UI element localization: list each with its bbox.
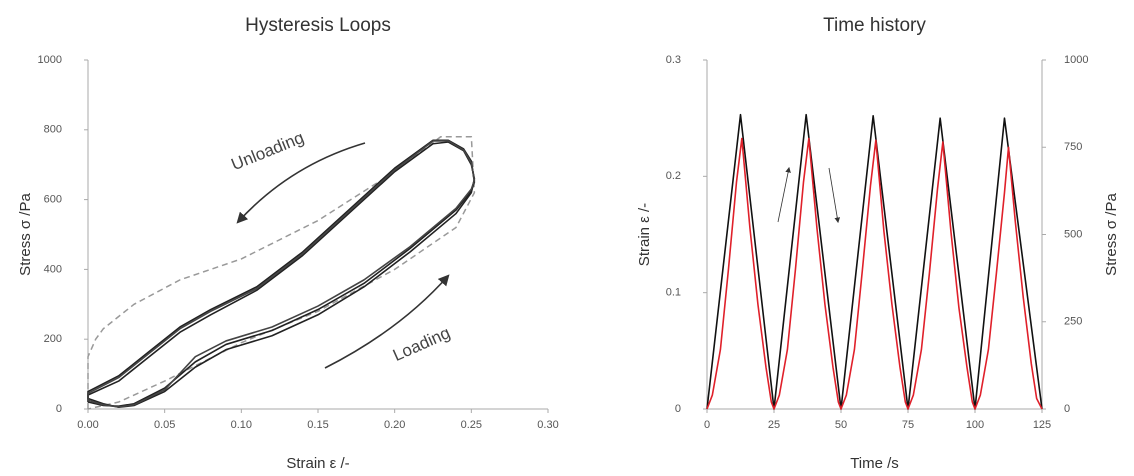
y-axis-label: Stress σ /Pa	[17, 193, 34, 276]
y-tick-label: 400	[44, 263, 62, 275]
y-tick-label: 1000	[38, 54, 62, 66]
y2-tick-label: 0	[1064, 403, 1070, 415]
x-axis-label: Strain ε /-	[286, 455, 349, 472]
series-line	[87, 139, 476, 408]
y2-axis-label: Stress σ /Pa	[1103, 193, 1120, 276]
series-line	[706, 137, 1043, 410]
arrow	[777, 166, 791, 223]
y-tick-label: 0.2	[666, 170, 681, 182]
x-tick-label: 0.25	[461, 419, 482, 431]
x-tick-label: 0	[704, 419, 710, 431]
x-tick-label: 25	[768, 419, 780, 431]
x-tick-label: 0.15	[307, 419, 328, 431]
chart-title: Time history	[823, 15, 926, 36]
x-tick-label: 50	[835, 419, 847, 431]
x-tick-label: 75	[902, 419, 914, 431]
x-tick-label: 125	[1033, 419, 1051, 431]
x-tick-label: 0.00	[77, 419, 98, 431]
y-tick-label: 0	[675, 403, 681, 415]
annotation: Unloading	[229, 128, 307, 174]
series-line	[706, 113, 1043, 410]
y2-tick-label: 1000	[1064, 54, 1088, 66]
arrow	[324, 274, 450, 369]
y-tick-label: 800	[44, 124, 62, 136]
series-line	[87, 140, 476, 408]
x-axis-label: Time /s	[850, 455, 899, 472]
x-tick-label: 0.30	[537, 419, 558, 431]
x-tick-label: 0.05	[154, 419, 175, 431]
y-tick-label: 0.3	[666, 54, 681, 66]
x-tick-label: 0.10	[231, 419, 252, 431]
y-axis-label: Strain ε /-	[636, 203, 653, 266]
y-tick-label: 200	[44, 333, 62, 345]
arrow	[828, 167, 841, 224]
series-line	[87, 141, 476, 409]
x-tick-label: 100	[966, 419, 984, 431]
y2-tick-label: 750	[1064, 141, 1082, 153]
y2-tick-label: 500	[1064, 228, 1082, 240]
y-tick-label: 0	[56, 403, 62, 415]
annotation: Loading	[390, 323, 453, 365]
x-tick-label: 0.20	[384, 419, 405, 431]
chart-title: Hysteresis Loops	[245, 15, 391, 36]
y-tick-label: 0.1	[666, 287, 681, 299]
arrow	[236, 142, 366, 224]
series-line	[87, 136, 476, 410]
y-tick-label: 600	[44, 194, 62, 206]
y2-tick-label: 250	[1064, 316, 1082, 328]
